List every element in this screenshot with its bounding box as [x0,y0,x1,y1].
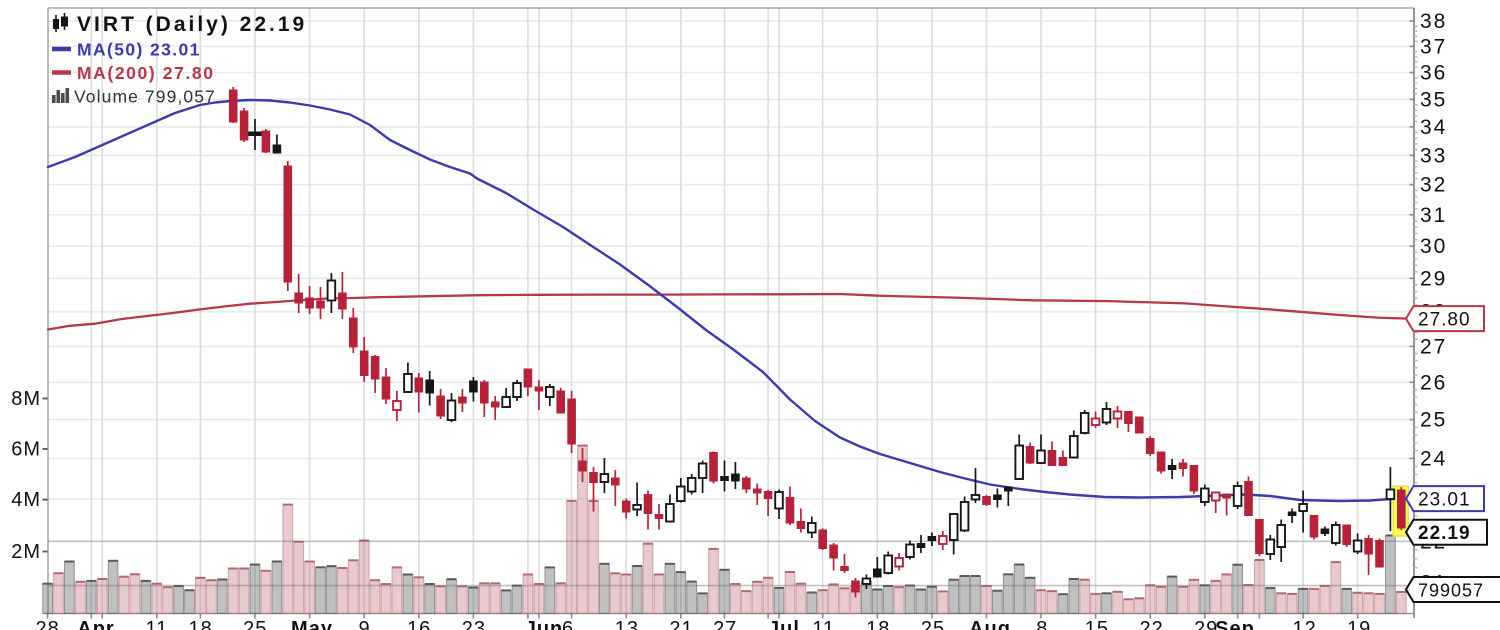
svg-text:18: 18 [866,618,890,630]
svg-text:18: 18 [188,618,212,630]
svg-text:MA(200) 27.80: MA(200) 27.80 [77,63,215,83]
svg-text:6M: 6M [11,439,41,461]
svg-text:23: 23 [462,618,486,630]
svg-text:34: 34 [1420,116,1447,139]
svg-text:22: 22 [1139,618,1163,630]
svg-text:38: 38 [1420,10,1447,33]
svg-text:13: 13 [615,618,639,630]
svg-text:4M: 4M [11,489,41,511]
svg-text:27: 27 [1420,335,1447,358]
svg-text:Sep: Sep [1215,618,1255,630]
svg-text:11: 11 [146,618,169,630]
svg-text:9: 9 [359,618,371,630]
svg-text:Apr: Apr [77,618,114,630]
svg-text:25: 25 [243,618,267,630]
svg-text:21: 21 [669,618,693,630]
svg-text:799057: 799057 [1418,581,1484,601]
svg-text:VIRT (Daily) 22.19: VIRT (Daily) 22.19 [77,13,307,36]
svg-text:28: 28 [35,618,59,630]
svg-text:16: 16 [407,618,431,630]
svg-text:29: 29 [1420,267,1447,290]
svg-text:2M: 2M [11,541,41,563]
svg-text:Jul: Jul [768,618,800,630]
svg-text:8M: 8M [11,388,41,410]
svg-text:11: 11 [812,618,835,630]
svg-text:Volume 799,057: Volume 799,057 [74,87,216,107]
svg-text:29: 29 [1194,618,1218,630]
svg-text:32: 32 [1420,174,1447,197]
svg-text:27.80: 27.80 [1418,310,1471,331]
svg-text:31: 31 [1420,204,1447,227]
svg-text:22.19: 22.19 [1418,523,1471,544]
svg-text:Aug: Aug [969,618,1011,630]
svg-text:25: 25 [1420,409,1447,432]
svg-text:24: 24 [1420,448,1447,471]
svg-text:May: May [291,618,333,630]
svg-text:25: 25 [921,618,945,630]
svg-text:6: 6 [562,618,574,630]
svg-text:37: 37 [1420,35,1447,58]
svg-text:30: 30 [1420,235,1447,258]
svg-text:15: 15 [1085,618,1109,630]
svg-text:Jun: Jun [525,618,564,630]
svg-text:8: 8 [1036,618,1048,630]
svg-text:23.01: 23.01 [1418,490,1471,511]
svg-text:26: 26 [1420,371,1447,394]
svg-text:33: 33 [1420,144,1447,167]
svg-text:36: 36 [1420,62,1447,85]
svg-text:27: 27 [713,618,737,630]
svg-text:MA(50) 23.01: MA(50) 23.01 [77,40,201,60]
svg-text:12: 12 [1292,618,1316,630]
svg-text:19: 19 [1347,618,1371,630]
svg-text:35: 35 [1420,88,1447,111]
